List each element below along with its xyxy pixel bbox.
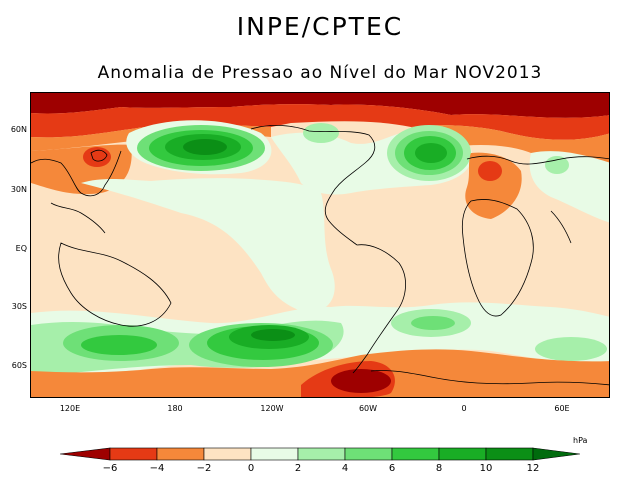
coast-australia-region bbox=[58, 242, 172, 327]
colorbar-swatch-lt-neg6 bbox=[60, 447, 111, 461]
colorbar-tick: −4 bbox=[149, 463, 165, 474]
colorbar-swatch-neg2-0 bbox=[203, 447, 252, 461]
coast-indochina bbox=[50, 202, 106, 234]
coast-antarctica bbox=[370, 370, 609, 386]
anomaly-fill-sind-2 bbox=[535, 337, 607, 361]
anomaly-fill-satl-4 bbox=[411, 316, 455, 330]
colorbar-swatch-0-2 bbox=[250, 447, 299, 461]
anomaly-fill-europe-core bbox=[478, 161, 502, 181]
colorbar-tick: 0 bbox=[247, 463, 255, 474]
anomaly-fill-asia-2 bbox=[545, 156, 569, 174]
colorbar-swatch-10-12 bbox=[485, 447, 534, 461]
colorbar-tick: 8 bbox=[435, 463, 443, 474]
lon-label-0: 0 bbox=[461, 404, 467, 413]
coast-africa bbox=[461, 199, 534, 317]
anomaly-fill-canada-2 bbox=[303, 123, 339, 143]
anomaly-fill-antarctic-core bbox=[331, 369, 391, 393]
colorbar-swatch-2-4 bbox=[297, 447, 346, 461]
colorbar-swatch-gt-12 bbox=[532, 447, 580, 461]
colorbar-swatch-neg6-neg4 bbox=[109, 447, 158, 461]
lat-label-60s: 60S bbox=[11, 361, 27, 370]
lon-label-60w: 60W bbox=[358, 404, 378, 413]
colorbar-swatch-6-8 bbox=[391, 447, 440, 461]
lat-label-30s: 30S bbox=[11, 302, 27, 311]
coast-north-america bbox=[250, 125, 376, 246]
colorbar-swatch-neg4-neg2 bbox=[156, 447, 205, 461]
anomaly-fill-north-band bbox=[31, 104, 609, 140]
anomaly-fill-natl-8 bbox=[415, 143, 447, 163]
colorbar-tick: −2 bbox=[196, 463, 212, 474]
lat-label-60n: 60N bbox=[10, 125, 27, 134]
map-canvas bbox=[31, 93, 609, 397]
anomaly-fill-npac-10 bbox=[183, 139, 227, 155]
colorbar-tick: 4 bbox=[341, 463, 349, 474]
map-subtitle: Anomalia de Pressao ao Nível do Mar NOV2… bbox=[97, 63, 543, 83]
coast-eurasia bbox=[466, 155, 609, 165]
coast-india bbox=[550, 210, 572, 244]
colorbar-tick: −6 bbox=[102, 463, 118, 474]
colorbar-tick: 6 bbox=[388, 463, 396, 474]
colorbar-swatch-8-10 bbox=[438, 447, 487, 461]
coastlines bbox=[31, 125, 609, 386]
lon-label-120e: 120E bbox=[59, 404, 81, 413]
coast-south-america bbox=[352, 244, 406, 374]
lon-label-180: 180 bbox=[167, 404, 183, 413]
coast-japan bbox=[90, 149, 108, 162]
colorbar bbox=[60, 447, 580, 461]
page-title: INPE/CPTEC bbox=[236, 12, 404, 41]
colorbar-unit: hPa bbox=[573, 436, 588, 445]
colorbar-tick: 2 bbox=[294, 463, 302, 474]
coast-east-asia bbox=[31, 150, 122, 197]
anomaly-fill-south-belt-10 bbox=[251, 329, 295, 341]
anomaly-fill-arctic bbox=[31, 93, 609, 118]
anomaly-fill-south-belt-6a bbox=[81, 335, 157, 355]
lat-label-eq: EQ bbox=[15, 244, 27, 253]
lat-label-30n: 30N bbox=[10, 185, 27, 194]
colorbar-swatch-4-6 bbox=[344, 447, 393, 461]
pressure-anomaly-map bbox=[30, 92, 610, 398]
lon-label-120w: 120W bbox=[260, 404, 284, 413]
colorbar-tick: 12 bbox=[526, 463, 540, 474]
lon-label-60e: 60E bbox=[554, 404, 570, 413]
anomaly-fill-tropical-pacific bbox=[81, 178, 335, 312]
colorbar-tick: 10 bbox=[479, 463, 493, 474]
